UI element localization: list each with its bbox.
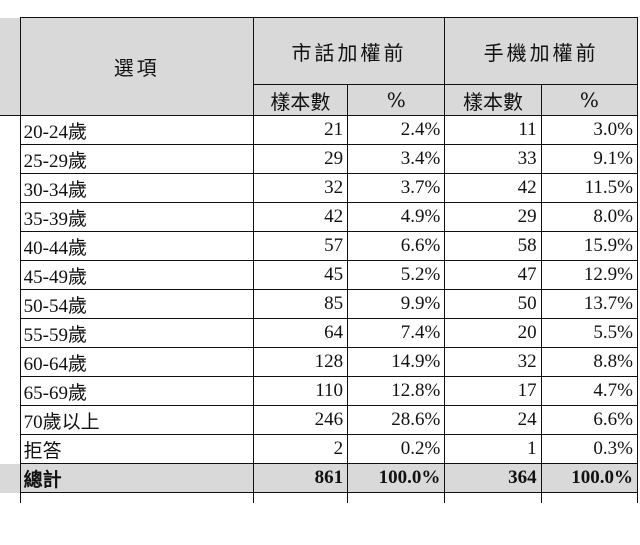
- header-landline-count: 樣本數: [252, 84, 349, 116]
- mobile-pct: 11.5%: [540, 173, 639, 203]
- landline-pct: 3.4%: [347, 144, 446, 174]
- row-label: 20-24歲: [19, 115, 254, 145]
- row-label: 25-29歲: [19, 144, 254, 174]
- landline-count: 246: [252, 405, 349, 435]
- landline-pct: 0.2%: [347, 434, 446, 464]
- header-mobile-count: 樣本數: [444, 84, 542, 116]
- mobile-count: 32: [444, 347, 542, 377]
- landline-count: 42: [252, 202, 349, 232]
- empty-cell: [252, 492, 349, 503]
- mobile-count: 47: [444, 260, 542, 290]
- left-edge-cell: [0, 115, 21, 464]
- row-label: 60-64歲: [19, 347, 254, 377]
- landline-pct: 5.2%: [347, 260, 446, 290]
- row-label: 65-69歲: [19, 376, 254, 406]
- empty-cell: [347, 492, 446, 503]
- mobile-count: 29: [444, 202, 542, 232]
- mobile-count: 17: [444, 376, 542, 406]
- table-row: 35-39歲 42 4.9% 29 8.0%: [0, 202, 639, 232]
- empty-cell: [19, 492, 254, 503]
- mobile-count: 364: [444, 463, 542, 493]
- table-row: 拒答 2 0.2% 1 0.3%: [0, 434, 639, 464]
- table-row: 65-69歲 110 12.8% 17 4.7%: [0, 376, 639, 406]
- header-mobile-pct: %: [540, 84, 639, 116]
- landline-pct: 6.6%: [347, 231, 446, 261]
- mobile-pct: 100.0%: [540, 463, 639, 493]
- empty-cell: [444, 492, 542, 503]
- left-edge-cell: [0, 463, 21, 493]
- total-row: 總計 861 100.0% 364 100.0%: [0, 463, 639, 493]
- mobile-pct: 8.0%: [540, 202, 639, 232]
- mobile-pct: 13.7%: [540, 289, 639, 319]
- mobile-count: 42: [444, 173, 542, 203]
- landline-count: 128: [252, 347, 349, 377]
- table-row: 25-29歲 29 3.4% 33 9.1%: [0, 144, 639, 174]
- landline-pct: 14.9%: [347, 347, 446, 377]
- landline-pct: 4.9%: [347, 202, 446, 232]
- mobile-pct: 12.9%: [540, 260, 639, 290]
- landline-count: 57: [252, 231, 349, 261]
- landline-count: 110: [252, 376, 349, 406]
- mobile-pct: 15.9%: [540, 231, 639, 261]
- landline-count: 861: [252, 463, 349, 493]
- row-label: 總計: [19, 463, 254, 493]
- table-row: 70歲以上 246 28.6% 24 6.6%: [0, 405, 639, 435]
- row-label: 45-49歲: [19, 260, 254, 290]
- mobile-pct: 6.6%: [540, 405, 639, 435]
- landline-count: 85: [252, 289, 349, 319]
- mobile-pct: 8.8%: [540, 347, 639, 377]
- table-row: 45-49歲 45 5.2% 47 12.9%: [0, 260, 639, 290]
- landline-pct: 28.6%: [347, 405, 446, 435]
- table-row: 30-34歲 32 3.7% 42 11.5%: [0, 173, 639, 203]
- landline-pct: 3.7%: [347, 173, 446, 203]
- mobile-count: 20: [444, 318, 542, 348]
- row-label: 30-34歲: [19, 173, 254, 203]
- left-edge-cell: [0, 17, 21, 116]
- landline-count: 45: [252, 260, 349, 290]
- landline-count: 2: [252, 434, 349, 464]
- mobile-count: 11: [444, 115, 542, 145]
- landline-count: 21: [252, 115, 349, 145]
- mobile-count: 50: [444, 289, 542, 319]
- header-mobile: 手機加權前: [444, 17, 638, 85]
- row-label: 35-39歲: [19, 202, 254, 232]
- table-row: 50-54歲 85 9.9% 50 13.7%: [0, 289, 639, 319]
- header-option: 選項: [19, 17, 254, 116]
- landline-count: 29: [252, 144, 349, 174]
- mobile-pct: 5.5%: [540, 318, 639, 348]
- landline-pct: 12.8%: [347, 376, 446, 406]
- landline-pct: 7.4%: [347, 318, 446, 348]
- table-row: 20-24歲 21 2.4% 11 3.0%: [0, 115, 639, 464]
- mobile-count: 24: [444, 405, 542, 435]
- row-label: 拒答: [19, 434, 254, 464]
- landline-pct: 100.0%: [347, 463, 446, 493]
- table-row: 55-59歲 64 7.4% 20 5.5%: [0, 318, 639, 348]
- landline-count: 64: [252, 318, 349, 348]
- mobile-pct: 3.0%: [540, 115, 639, 145]
- landline-pct: 9.9%: [347, 289, 446, 319]
- table-row: 40-44歲 57 6.6% 58 15.9%: [0, 231, 639, 261]
- mobile-count: 58: [444, 231, 542, 261]
- landline-pct: 2.4%: [347, 115, 446, 145]
- row-label: 50-54歲: [19, 289, 254, 319]
- age-distribution-table: 選項 市話加權前 手機加權前 樣本數 % 樣本數 % 20-24歲 21 2.4% 1…: [0, 17, 639, 503]
- table-row: 60-64歲 128 14.9% 32 8.8%: [0, 347, 639, 377]
- landline-count: 32: [252, 173, 349, 203]
- mobile-count: 1: [444, 434, 542, 464]
- mobile-pct: 9.1%: [540, 144, 639, 174]
- next-row: [0, 492, 639, 503]
- header-landline: 市話加權前: [252, 17, 446, 85]
- mobile-pct: 4.7%: [540, 376, 639, 406]
- row-label: 70歲以上: [19, 405, 254, 435]
- empty-cell: [540, 492, 639, 503]
- mobile-pct: 0.3%: [540, 434, 639, 464]
- row-label: 55-59歲: [19, 318, 254, 348]
- mobile-count: 33: [444, 144, 542, 174]
- row-label: 40-44歲: [19, 231, 254, 261]
- header-landline-pct: %: [347, 84, 446, 116]
- empty-cell: [0, 492, 21, 503]
